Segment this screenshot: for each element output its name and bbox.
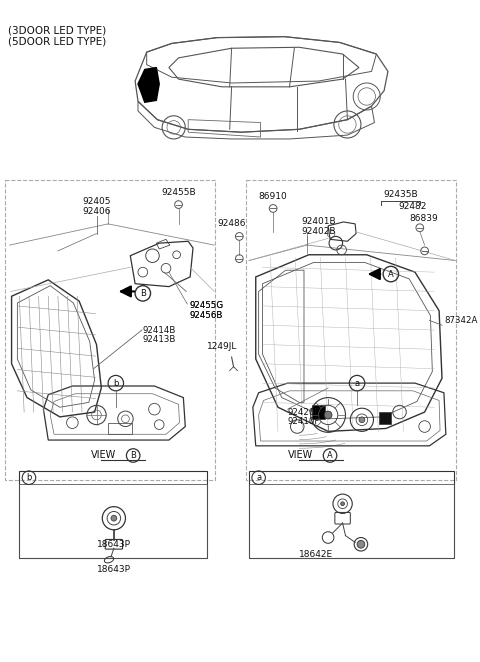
Text: 92455G: 92455G	[189, 301, 223, 310]
Text: A: A	[388, 269, 394, 279]
Text: 92455G: 92455G	[189, 301, 223, 310]
Circle shape	[341, 502, 345, 506]
Text: 92482: 92482	[398, 202, 427, 211]
Text: 92413B: 92413B	[143, 335, 176, 344]
Text: a: a	[256, 473, 261, 482]
Text: 92420F: 92420F	[288, 408, 320, 416]
Circle shape	[357, 540, 365, 548]
Circle shape	[324, 411, 332, 419]
Text: 92402B: 92402B	[301, 227, 336, 236]
Text: b: b	[26, 473, 32, 482]
FancyBboxPatch shape	[312, 405, 325, 419]
Text: 92414B: 92414B	[143, 326, 176, 334]
Text: 92456B: 92456B	[189, 311, 223, 320]
Text: 92405: 92405	[82, 197, 111, 206]
Text: 92406: 92406	[82, 207, 111, 216]
Text: 92486: 92486	[217, 219, 246, 228]
Text: 92435B: 92435B	[383, 191, 418, 199]
Circle shape	[111, 515, 117, 521]
Circle shape	[359, 417, 365, 422]
Text: 92455B: 92455B	[161, 189, 196, 197]
Text: B: B	[130, 451, 136, 460]
Text: 92456B: 92456B	[189, 311, 223, 320]
Text: 92410F: 92410F	[288, 417, 320, 426]
Text: VIEW: VIEW	[91, 451, 116, 461]
Polygon shape	[138, 68, 159, 103]
Text: 18643P: 18643P	[97, 540, 131, 549]
Text: A: A	[327, 451, 333, 460]
Text: 86839: 86839	[409, 214, 438, 222]
FancyBboxPatch shape	[379, 412, 391, 424]
Text: 92401B: 92401B	[301, 217, 336, 226]
Text: (3DOOR LED TYPE): (3DOOR LED TYPE)	[8, 25, 106, 35]
Text: 18642E: 18642E	[299, 550, 333, 559]
Text: (5DOOR LED TYPE): (5DOOR LED TYPE)	[8, 36, 106, 46]
Text: 1249JL: 1249JL	[207, 342, 237, 351]
Text: 18643P: 18643P	[97, 565, 131, 574]
Text: 86910: 86910	[259, 193, 288, 201]
Text: 87342A: 87342A	[444, 316, 477, 325]
Text: B: B	[140, 289, 146, 298]
Text: a: a	[355, 379, 360, 388]
Text: VIEW: VIEW	[288, 451, 313, 461]
Text: b: b	[113, 379, 119, 388]
